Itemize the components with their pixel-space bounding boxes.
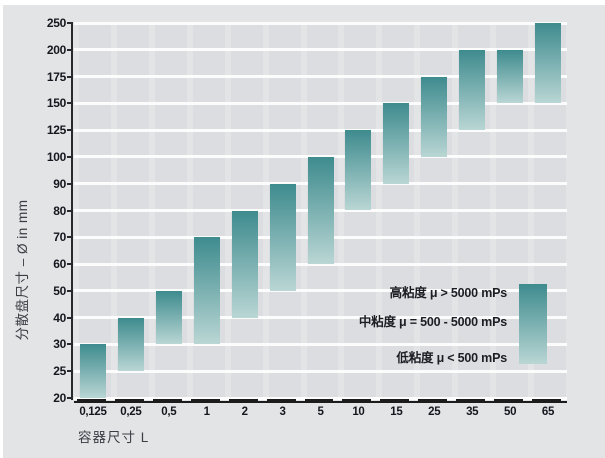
gridline xyxy=(74,128,567,132)
x-tick-label: 2 xyxy=(241,406,248,418)
x-axis-tick-segment xyxy=(494,399,524,403)
y-axis-tick xyxy=(67,129,73,132)
y-axis-tick xyxy=(67,316,73,319)
y-axis-tick xyxy=(67,22,73,24)
y-tick-label: 20 xyxy=(53,391,66,405)
y-tick-label: 200 xyxy=(46,42,66,57)
gridline xyxy=(74,342,567,346)
range-bar xyxy=(307,156,334,265)
range-bar xyxy=(459,49,486,131)
gridline xyxy=(74,396,567,400)
y-axis-tick xyxy=(67,343,73,346)
gridline xyxy=(74,289,567,293)
x-tick-label: 5 xyxy=(317,406,324,418)
x-tick-label: 50 xyxy=(504,406,517,418)
x-axis-tick-segment xyxy=(152,399,182,403)
x-axis-tick-segment xyxy=(114,399,144,403)
y-tick-label: 150 xyxy=(46,96,66,111)
x-axis-tick-segment xyxy=(77,399,106,403)
gridline xyxy=(74,48,567,52)
x-axis-tick-segment xyxy=(456,399,486,403)
x-tick-label: 25 xyxy=(428,406,441,418)
y-tick-label: 175 xyxy=(46,69,66,84)
x-tick-label: 1 xyxy=(203,406,210,418)
range-bar xyxy=(193,237,220,345)
y-tick-label: 60 xyxy=(53,257,66,272)
gridline xyxy=(74,316,567,320)
range-bar xyxy=(535,23,562,104)
legend-item-medium-viscosity: 中粘度 μ = 500 - 5000 mPs xyxy=(358,315,507,329)
x-tick-label: 0,5 xyxy=(161,406,177,418)
x-tick-label: 3 xyxy=(279,406,286,418)
range-bar xyxy=(497,49,524,104)
legend-gradient-swatch xyxy=(519,284,547,364)
x-axis-tick-segment xyxy=(380,399,410,403)
x-axis-tick-segment xyxy=(266,399,296,403)
y-axis-tick xyxy=(67,397,73,399)
y-axis-tick xyxy=(67,370,73,373)
x-tick-label: 0,25 xyxy=(120,406,142,418)
legend-item-high-viscosity: 高粘度 μ > 5000 mPs xyxy=(389,286,508,300)
x-axis-tick-segment xyxy=(228,399,258,403)
x-axis-tick-segment xyxy=(532,399,561,403)
y-tick-label: 250 xyxy=(46,16,66,30)
range-bar xyxy=(269,183,296,291)
range-bar xyxy=(155,290,182,345)
y-tick-label: 80 xyxy=(53,203,66,218)
range-bar xyxy=(231,210,258,318)
y-axis-tick xyxy=(67,155,73,158)
range-bar xyxy=(345,130,372,211)
x-tick-label: 10 xyxy=(352,406,365,418)
gridline xyxy=(74,369,567,373)
x-tick-label: 35 xyxy=(466,406,479,418)
range-bar xyxy=(117,317,144,372)
x-tick-label: 0,125 xyxy=(79,406,107,418)
gridline xyxy=(74,75,567,79)
y-axis-tick xyxy=(67,75,73,78)
y-axis-tick xyxy=(67,236,73,239)
range-bar xyxy=(421,76,448,157)
legend-item-low-viscosity: 低粘度 μ < 500 mPs xyxy=(396,351,507,365)
gridline xyxy=(74,262,567,266)
y-tick-label: 125 xyxy=(46,123,66,138)
y-tick-label: 25 xyxy=(53,364,66,379)
y-axis-tick xyxy=(67,48,73,51)
x-tick-label: 65 xyxy=(541,406,555,418)
y-tick-label: 70 xyxy=(53,230,66,245)
gridline xyxy=(74,21,567,25)
y-axis-tick xyxy=(67,209,73,212)
y-axis-tick xyxy=(67,263,73,266)
y-tick-label: 100 xyxy=(46,149,66,164)
gridline xyxy=(74,101,567,105)
y-axis-tick xyxy=(67,289,73,292)
x-tick-label: 15 xyxy=(390,406,403,418)
x-axis-title: 容器尺寸 L xyxy=(78,430,150,445)
x-axis-tick-segment xyxy=(418,399,448,403)
y-axis-tick xyxy=(67,102,73,105)
y-tick-label: 30 xyxy=(53,337,66,352)
y-axis-line xyxy=(71,23,73,400)
y-tick-label: 50 xyxy=(53,283,66,298)
y-axis-tick xyxy=(67,182,73,185)
range-bar xyxy=(383,103,410,184)
range-bar xyxy=(79,344,106,398)
x-axis-tick-segment xyxy=(304,399,334,403)
y-tick-label: 90 xyxy=(53,176,66,191)
x-axis-tick-segment xyxy=(342,399,372,403)
y-tick-label: 40 xyxy=(53,310,66,325)
x-axis-tick-segment xyxy=(190,399,220,403)
